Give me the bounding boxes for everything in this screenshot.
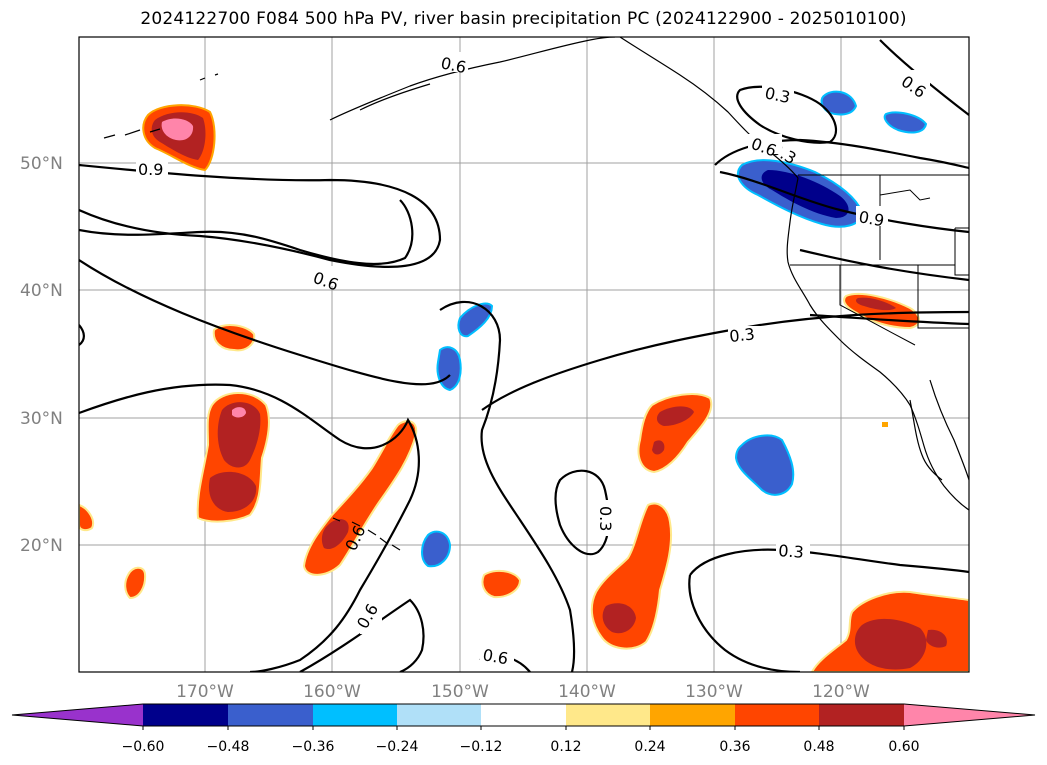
contour-label-4: 0.3 xyxy=(728,324,755,346)
colorbar-segment xyxy=(650,704,735,726)
lon-label-130w: 130°W xyxy=(685,682,743,702)
colorbar-tick-labels: −0.60 −0.48 −0.36 −0.24 −0.12 0.12 0.24 … xyxy=(122,739,920,755)
colorbar-tick-label: −0.36 xyxy=(292,739,335,755)
map-frame xyxy=(78,36,970,673)
lon-label-160w: 160°W xyxy=(303,682,361,702)
contour-label-13: 0.6 xyxy=(481,645,509,668)
contour-label-9: 0.3 xyxy=(778,541,805,562)
anomaly-blob-small-west xyxy=(212,324,256,352)
anomaly-blob-east xyxy=(734,434,795,496)
lon-label-120w: 120°W xyxy=(812,682,870,702)
contour-labels: 0.6 0.9 0.6 0.3 0.3 0.6 0.9 0.3 0.3 0.3 … xyxy=(136,52,930,668)
colorbar-tick-label: 0.60 xyxy=(888,739,919,755)
lon-label-170w: 170°W xyxy=(176,682,234,702)
colorbar-tick-label: 0.12 xyxy=(550,739,581,755)
contour-label-5: 0.3 xyxy=(763,83,792,107)
colorbar-tick-label: −0.24 xyxy=(376,739,419,755)
colorbar-segment xyxy=(904,704,1035,726)
positive-anomaly-regions xyxy=(79,104,969,672)
colorbar-segment xyxy=(228,704,313,726)
contour-label-7: 0.9 xyxy=(857,207,885,230)
map-title: 2024122700 F084 500 hPa PV, river basin … xyxy=(140,9,907,29)
colorbar-segment xyxy=(481,704,566,726)
colorbar-tick-label: −0.12 xyxy=(460,739,503,755)
colorbar-segment xyxy=(819,704,904,726)
colorbar-segment xyxy=(143,704,228,726)
lat-label-30n: 30°N xyxy=(20,409,63,429)
colorbar-segment xyxy=(12,704,143,726)
colorbar xyxy=(11,703,1036,730)
colorbar-tick-label: −0.60 xyxy=(122,739,165,755)
colorbar-tick-label: −0.48 xyxy=(207,739,250,755)
colorbar-tick-label: 0.36 xyxy=(719,739,750,755)
colorbar-segment xyxy=(313,704,397,726)
colorbar-segment xyxy=(735,704,819,726)
colorbar-segment xyxy=(397,704,481,726)
colorbar-tick-label: 0.24 xyxy=(634,739,665,755)
contour-label-1: 0.6 xyxy=(439,53,468,77)
contour-label-2: 0.9 xyxy=(138,160,163,179)
colorbar-segment xyxy=(566,704,650,726)
colorbar-tick-label: 0.48 xyxy=(803,739,834,755)
lon-label-150w: 150°W xyxy=(431,682,489,702)
lon-label-140w: 140°W xyxy=(558,682,616,702)
lat-label-40n: 40°N xyxy=(20,281,63,301)
coastlines xyxy=(103,37,969,551)
lat-label-20n: 20°N xyxy=(20,536,63,556)
lat-label-50n: 50°N xyxy=(20,154,63,174)
contour-label-8: 0.3 xyxy=(596,506,615,531)
